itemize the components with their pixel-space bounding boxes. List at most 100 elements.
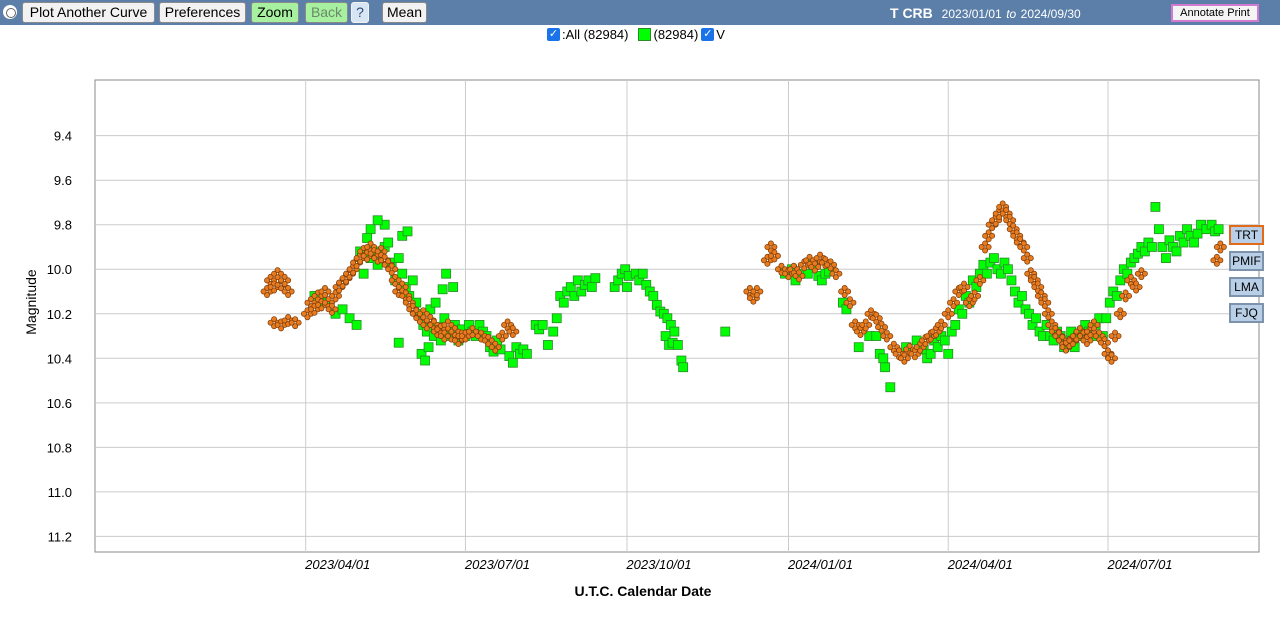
data-point-orange [808, 260, 822, 274]
observer-lma-button[interactable]: LMA [1229, 277, 1264, 297]
data-point-orange [760, 253, 774, 267]
logo-icon[interactable] [1, 3, 19, 21]
data-point-green [548, 326, 559, 337]
data-point-orange [973, 273, 987, 287]
data-point-orange [869, 311, 883, 325]
data-point-orange [1017, 240, 1031, 254]
data-point-orange [1108, 329, 1122, 343]
data-point-orange [488, 340, 502, 354]
data-point-orange [829, 267, 843, 281]
data-point-orange [1038, 296, 1052, 310]
y-axis-label: Magnitude [23, 269, 39, 335]
band-checkbox[interactable]: ✓ [701, 28, 715, 41]
data-point-green [551, 313, 562, 324]
x-tick-label: 2024/04/01 [947, 557, 1013, 572]
data-point-green [543, 340, 553, 350]
x-tick-label: 2024/01/01 [787, 557, 853, 572]
data-point-green [1104, 297, 1115, 308]
data-point-green [1017, 291, 1027, 301]
data-point-orange [441, 318, 455, 332]
data-point-green [1003, 264, 1013, 275]
data-point-green [669, 326, 680, 337]
data-point-green [1213, 224, 1224, 235]
data-point-green [1192, 228, 1203, 239]
data-point-orange [880, 329, 894, 343]
data-point-green [358, 268, 369, 279]
x-axis-label: U.T.C. Calendar Date [575, 583, 712, 599]
annotate-print-button[interactable]: Annotate Print [1171, 4, 1259, 22]
data-point-orange [448, 325, 462, 339]
y-tick-labels: 9.4 9.6 9.8 10.0 10.2 10.4 10.6 10.8 11.0 11.2 [47, 129, 72, 545]
data-point-orange [288, 316, 302, 330]
all-label: :All (82984) [562, 27, 629, 42]
data-point-green [448, 282, 459, 292]
data-point-green [950, 320, 961, 330]
data-point-green [407, 275, 418, 286]
data-point-green [1101, 313, 1112, 324]
data-point-orange [271, 267, 285, 281]
data-point-green [932, 342, 943, 353]
data-point-orange [1020, 251, 1034, 265]
data-point-green [939, 335, 950, 346]
data-point-orange [395, 280, 409, 294]
data-point-orange [281, 285, 295, 298]
data-point-orange [982, 229, 996, 243]
mean-button[interactable]: Mean [382, 2, 427, 23]
data-point-green [365, 224, 376, 235]
data-point-green [672, 340, 683, 350]
data-points [260, 200, 1227, 393]
zoom-button[interactable]: Zoom [251, 2, 299, 23]
x-tick-label: 2023/07/01 [464, 557, 530, 572]
data-point-green [853, 342, 864, 353]
data-point-green [1178, 237, 1189, 248]
series-count: (82984) [653, 27, 699, 42]
observer-fjq-button[interactable]: FJQ [1229, 303, 1264, 323]
data-point-orange [1119, 289, 1133, 303]
data-point-green [383, 237, 394, 248]
data-point-orange [1124, 273, 1138, 287]
data-point-green [720, 326, 731, 337]
data-point-green [925, 348, 936, 359]
data-point-green [590, 273, 601, 284]
data-point-orange [887, 340, 901, 354]
data-point-green [871, 331, 882, 341]
y-tick-label: 9.4 [54, 129, 72, 144]
observer-trt-button[interactable]: TRT [1229, 225, 1264, 245]
x-tick-labels: 2023/04/01 2023/07/01 2023/10/01 2024/01/01… [304, 557, 1172, 572]
data-point-green [437, 284, 448, 295]
back-button[interactable]: Back [305, 2, 348, 23]
data-point-orange [278, 273, 292, 287]
legend: ✓ :All (82984) (82984) ✓ V [547, 26, 725, 43]
plot-area[interactable] [94, 79, 1260, 553]
data-point-green [988, 253, 999, 264]
data-point-orange [318, 285, 332, 298]
band-label: V [716, 27, 725, 42]
data-point-green [981, 268, 992, 279]
data-point-green [393, 337, 404, 348]
data-point-orange [957, 280, 971, 294]
data-point-green [351, 320, 362, 330]
data-point-green [402, 226, 413, 237]
data-point-green [1150, 202, 1161, 212]
plot-another-curve-button[interactable]: Plot Another Curve [22, 2, 155, 23]
data-point-green [943, 348, 954, 359]
y-tick-label: 9.6 [54, 173, 72, 188]
help-button[interactable]: ? [351, 2, 369, 23]
start-date: 2023/01/01 [941, 7, 1002, 21]
data-point-green [337, 304, 348, 315]
data-point-orange [897, 351, 911, 365]
data-point-orange [875, 320, 888, 334]
data-point-green [344, 313, 355, 324]
data-point-green [637, 268, 648, 279]
data-point-orange [1031, 280, 1045, 294]
data-point-orange [325, 302, 339, 316]
data-point-green [423, 342, 434, 353]
data-point-orange [1087, 318, 1101, 332]
y-tick-label: 10.2 [47, 307, 72, 322]
preferences-button[interactable]: Preferences [159, 2, 246, 23]
top-toolbar: Plot Another Curve Preferences Zoom Back… [0, 0, 1280, 25]
all-checkbox[interactable]: ✓ [547, 28, 560, 41]
y-tick-label: 10.0 [47, 262, 72, 277]
observer-pmif-button[interactable]: PMIF [1229, 251, 1264, 271]
